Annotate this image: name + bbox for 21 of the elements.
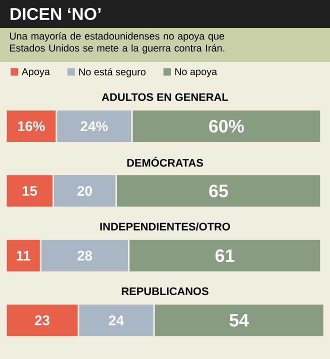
legend-label: No apoya bbox=[175, 68, 218, 78]
data-label: 28 bbox=[77, 250, 92, 261]
y-tick-label: ADULTOS EN GENERAL bbox=[102, 93, 228, 101]
data-label: 15 bbox=[22, 186, 37, 196]
data-label: 61 bbox=[216, 249, 234, 262]
data-label: 54 bbox=[230, 314, 249, 327]
legend-label: Apoya bbox=[22, 68, 50, 78]
data-label: 23 bbox=[34, 315, 50, 326]
data-label: 24 bbox=[108, 315, 124, 326]
y-tick-label: REPUBLICANOS bbox=[122, 287, 208, 296]
legend-label: No está seguro bbox=[79, 68, 146, 78]
y-tick-label: INDEPENDIENTES/OTRO bbox=[100, 222, 230, 231]
data-label: 60% bbox=[209, 120, 244, 133]
data-label: 24% bbox=[80, 121, 108, 132]
data-label: 65 bbox=[209, 184, 228, 198]
y-tick-label: DEMÓCRATAS bbox=[127, 156, 204, 167]
data-label: 16% bbox=[18, 121, 45, 132]
data-label: 11 bbox=[16, 250, 30, 260]
chart-subtitle: Una mayoría de estadounidenses no apoya que Estados Unidos se mete a la guerra contra Irán. bbox=[10, 32, 224, 54]
chart-title: DICEN ‘NO’ bbox=[10, 8, 101, 20]
data-label: 20 bbox=[77, 186, 92, 196]
